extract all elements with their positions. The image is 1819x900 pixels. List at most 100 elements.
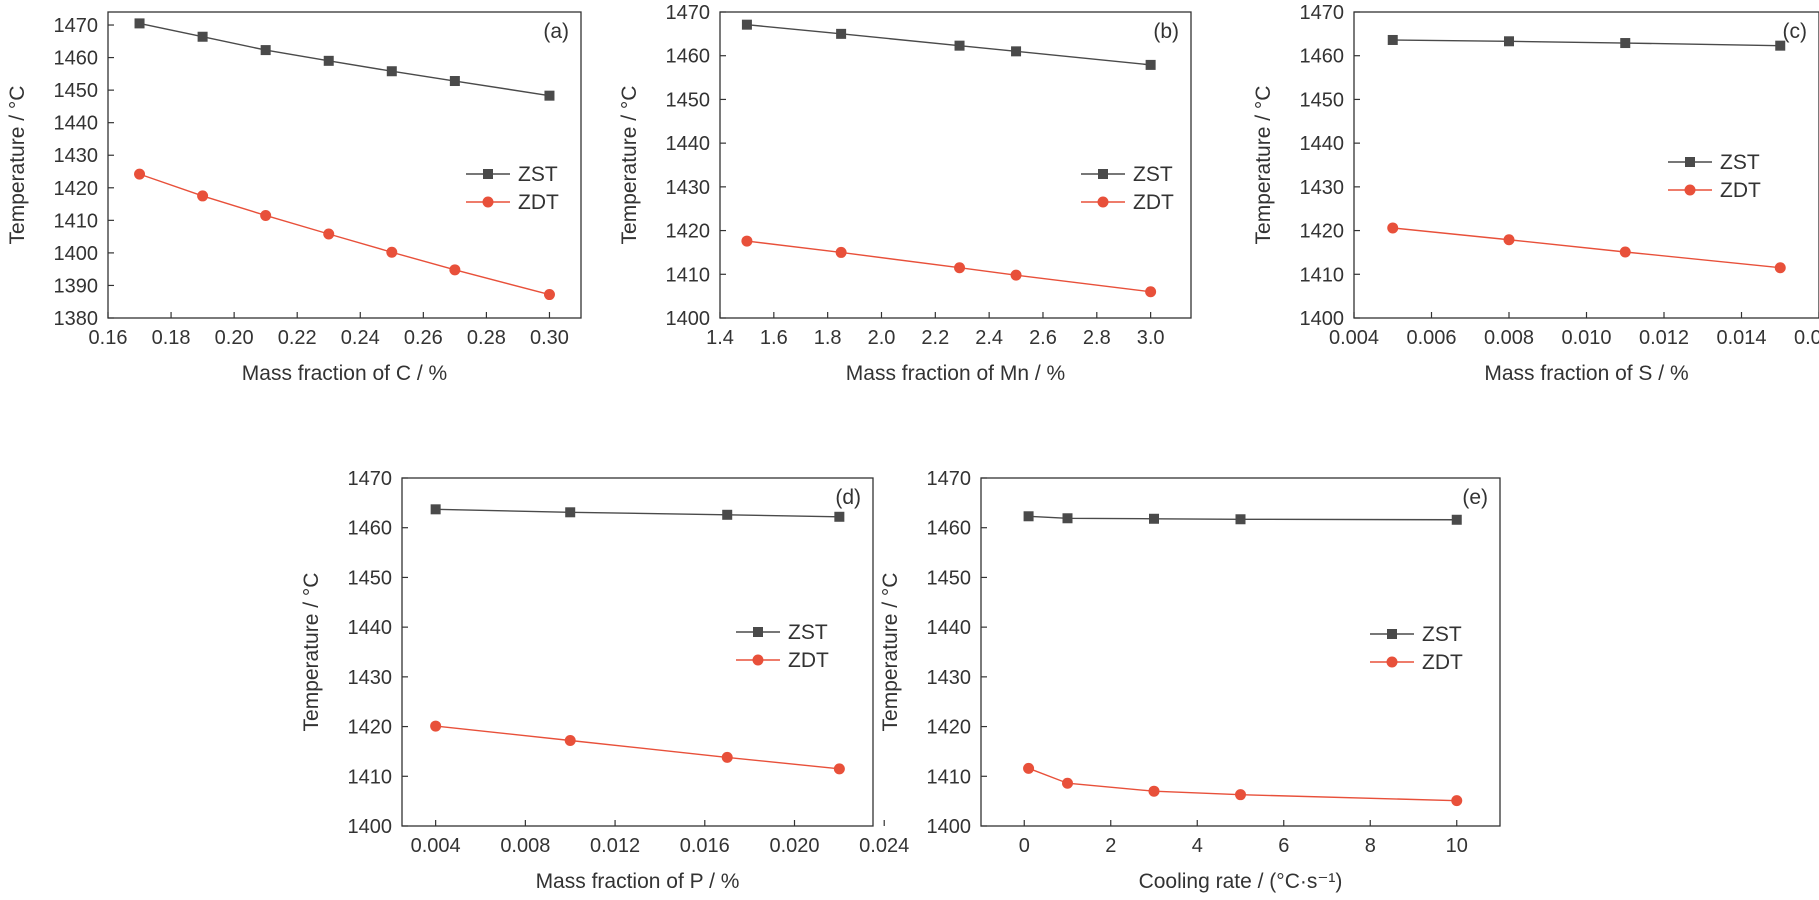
legend-marker [482, 196, 494, 208]
y-tick-label: 1440 [927, 617, 972, 639]
x-tick-label: 0.20 [215, 327, 254, 349]
legend-label: ZDT [788, 649, 829, 672]
y-tick-label: 1460 [666, 46, 711, 68]
legend-marker [1386, 656, 1398, 668]
data-point-zdt [835, 246, 847, 258]
x-tick-label: 0.024 [859, 835, 909, 857]
legend-label: ZST [788, 621, 828, 644]
panel-tag: (d) [835, 486, 861, 509]
data-point-zdt [1023, 762, 1035, 774]
x-axis-label: Mass fraction of C / % [242, 362, 447, 385]
series-line-zdt [746, 240, 1151, 293]
y-tick-label: 1390 [54, 275, 99, 297]
y-tick-label: 1410 [927, 766, 972, 788]
legend-marker [1387, 629, 1397, 639]
y-tick-label: 1450 [927, 567, 972, 589]
data-point-zst [323, 55, 334, 66]
y-tick-label: 1380 [54, 308, 99, 330]
x-tick-label: 10 [1446, 835, 1468, 857]
x-tick-label: 0.014 [1716, 327, 1766, 349]
legend-label: ZDT [1720, 179, 1761, 202]
legend-label: ZST [1422, 623, 1462, 646]
y-tick-label: 1470 [927, 468, 972, 490]
x-tick-label: 0.28 [467, 327, 506, 349]
x-tick-label: 0.016 [680, 835, 730, 857]
y-tick-label: 1440 [54, 113, 99, 135]
data-point-zdt [134, 168, 146, 180]
y-tick-label: 1400 [54, 243, 99, 265]
x-tick-label: 0.016 [1794, 327, 1819, 349]
data-point-zst [430, 504, 441, 515]
legend-marker [752, 654, 764, 666]
data-point-zst [386, 66, 397, 77]
x-tick-label: 2.2 [921, 327, 949, 349]
data-point-zst [1023, 511, 1034, 522]
data-point-zdt [197, 190, 209, 202]
plot-frame [401, 477, 874, 827]
data-point-zst [1387, 34, 1398, 45]
data-point-zst [134, 18, 145, 29]
y-tick-label: 1400 [666, 308, 711, 330]
data-point-zdt [1010, 269, 1022, 281]
data-point-zdt [833, 763, 845, 775]
data-point-zdt [1503, 234, 1515, 246]
x-tick-label: 0.012 [590, 835, 640, 857]
data-point-zst [260, 45, 271, 56]
y-tick-label: 1460 [1300, 46, 1345, 68]
y-tick-label: 1450 [666, 89, 711, 111]
x-tick-label: 2 [1105, 835, 1116, 857]
panel-tag: (b) [1153, 20, 1179, 43]
data-point-zdt [954, 262, 966, 274]
data-point-zst [1775, 40, 1786, 51]
y-axis-label: Temperature / °C [6, 86, 29, 245]
series-line-zst [435, 508, 840, 518]
y-tick-label: 1430 [1300, 177, 1345, 199]
y-tick-label: 1420 [1300, 221, 1345, 243]
y-tick-label: 1460 [54, 48, 99, 70]
x-axis-label: Mass fraction of S / % [1484, 362, 1688, 385]
data-point-zst [1149, 513, 1159, 524]
data-point-zdt [1062, 777, 1073, 789]
legend-label: ZST [1133, 163, 1173, 186]
chart-panel-4: 0.004 0.008 0.012 0.016 0.020 0.024 1400 1410 14… [300, 468, 909, 893]
y-tick-label: 1420 [54, 178, 99, 200]
data-point-zdt [1387, 222, 1399, 234]
series-line-zdt [435, 725, 840, 770]
x-tick-label: 6 [1278, 835, 1289, 857]
y-tick-label: 1440 [666, 133, 711, 155]
data-point-zdt [543, 289, 555, 301]
x-tick-label: 2.4 [975, 327, 1003, 349]
legend-marker [1684, 184, 1696, 196]
legend-label: ZDT [1133, 191, 1174, 214]
data-point-zst [954, 40, 965, 51]
legend-label: ZDT [1422, 651, 1463, 674]
data-point-zst [1451, 514, 1462, 525]
x-axis-label: Cooling rate / (°C·s⁻¹) [1139, 870, 1343, 893]
y-tick-label: 1420 [348, 717, 393, 739]
plot-frame [107, 11, 582, 319]
data-point-zst [836, 28, 847, 39]
y-axis-label: Temperature / °C [879, 573, 902, 732]
y-tick-label: 1470 [666, 2, 711, 24]
y-tick-label: 1430 [54, 145, 99, 167]
chart-panel-5: 0 2 4 6 8 10 1400 1410 1420 1430 1440 1450 1460 1470 C… [879, 468, 1501, 893]
x-tick-label: 0.22 [278, 327, 317, 349]
y-tick-label: 1400 [348, 816, 393, 838]
y-tick-label: 1460 [927, 518, 972, 540]
legend-marker [1685, 157, 1695, 167]
series-line-zdt [1392, 227, 1781, 269]
y-tick-label: 1470 [54, 15, 99, 37]
x-tick-label: 0.008 [500, 835, 550, 857]
y-tick-label: 1440 [348, 617, 393, 639]
data-point-zst [834, 511, 845, 522]
legend: ZST ZDT [736, 621, 829, 672]
panel-tag: (a) [543, 20, 569, 43]
x-tick-label: 0 [1019, 835, 1030, 857]
data-point-zst [1062, 513, 1073, 524]
y-tick-label: 1430 [666, 177, 711, 199]
chart-panel-2: 1.4 1.6 1.8 2.0 2.2 2.4 2.6 2.8 3.0 1400 1410 1420 1… [618, 2, 1192, 385]
x-tick-label: 2.8 [1083, 327, 1111, 349]
panel-tag: (e) [1462, 486, 1488, 509]
y-tick-label: 1410 [1300, 264, 1345, 286]
